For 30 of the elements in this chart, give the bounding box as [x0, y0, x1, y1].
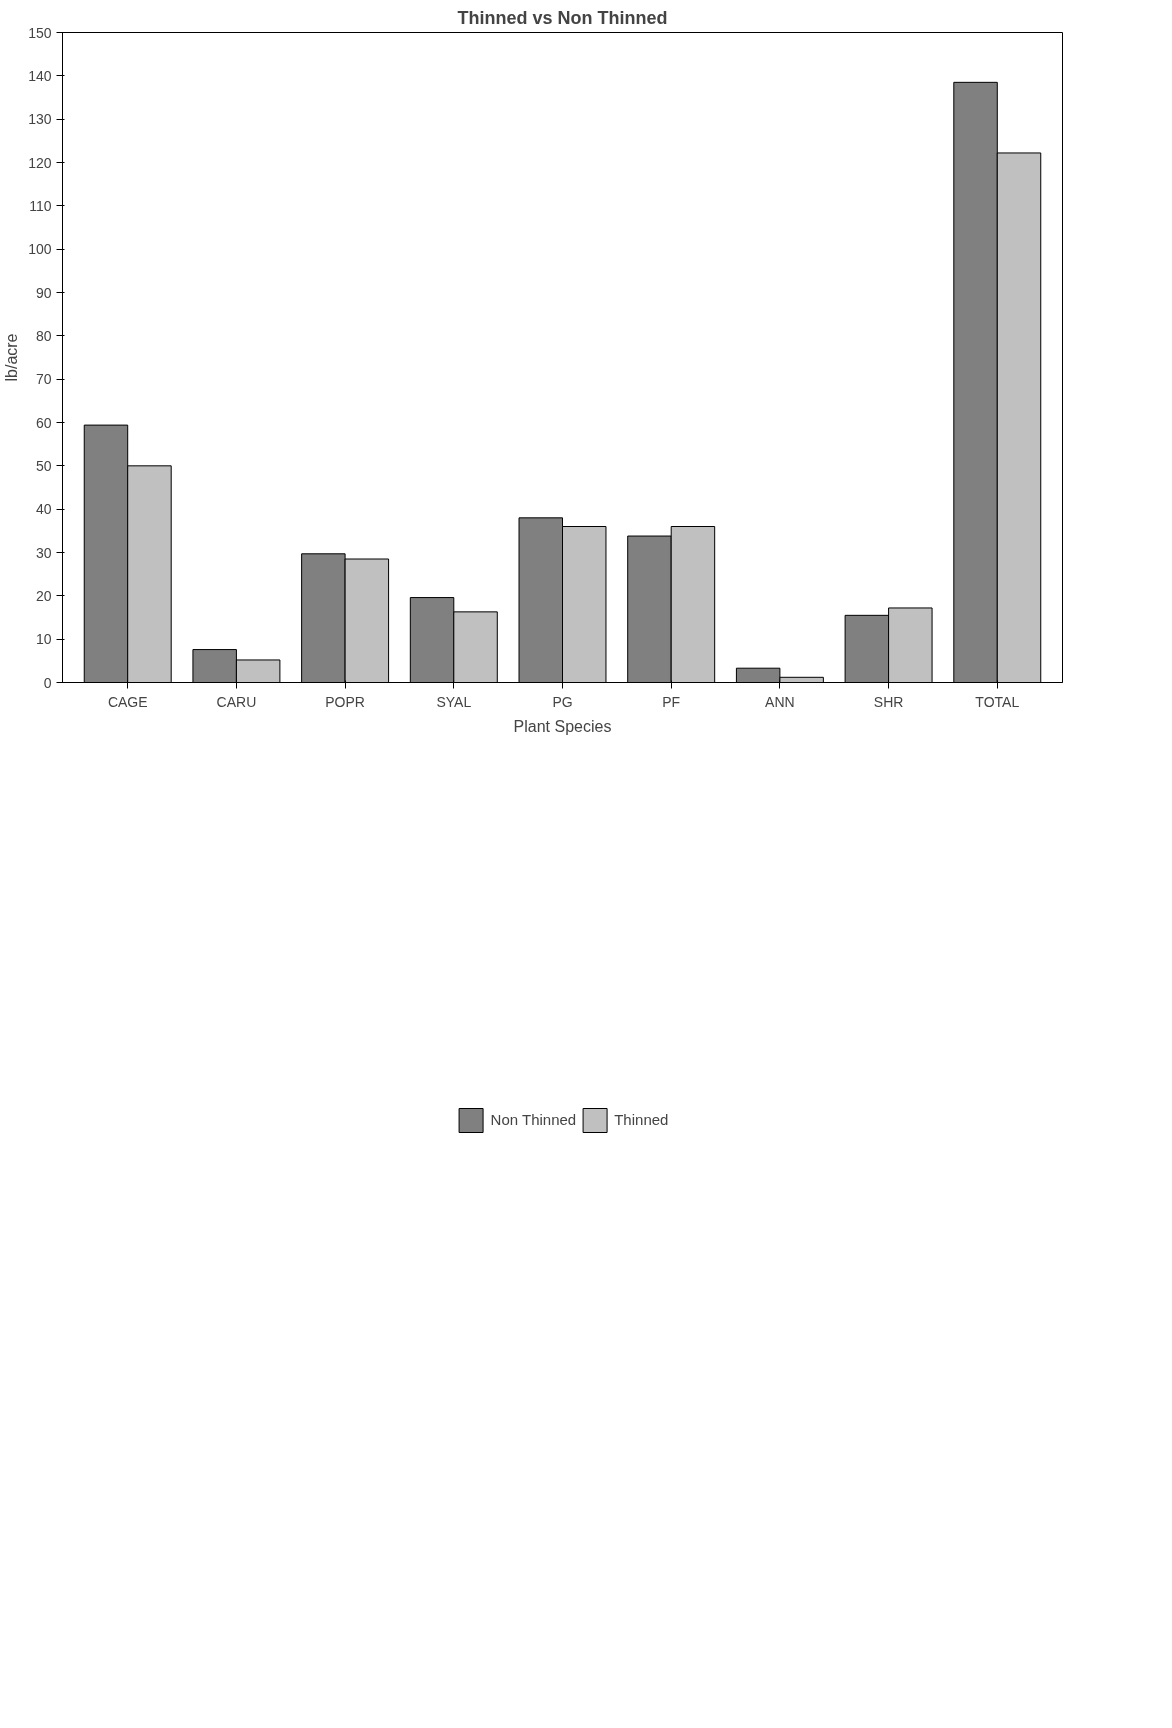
x-tick-label: SYAL: [436, 693, 472, 710]
y-tick-label: 90: [35, 284, 52, 301]
y-tick-label: 40: [35, 501, 52, 518]
y-tick-label: 120: [28, 154, 52, 171]
y-tick-label: 60: [35, 414, 52, 431]
x-tick-label: ANN: [765, 693, 795, 710]
x-tick-label: POPR: [325, 693, 365, 710]
x-tick-label: CARU: [216, 693, 257, 710]
legend-label: Thinned: [614, 1111, 669, 1128]
x-axis-title: Plant Species: [513, 717, 612, 735]
y-tick-label: 80: [35, 327, 52, 344]
y-tick-label: 20: [35, 587, 52, 604]
legend-label: Non Thinned: [490, 1111, 577, 1128]
chart-title: Thinned vs Non Thinned: [457, 7, 668, 28]
y-tick-label: 70: [35, 371, 52, 388]
y-tick-label: 30: [35, 544, 52, 561]
y-axis-title: lb/acre: [3, 333, 21, 382]
x-tick-label: PG: [552, 693, 573, 710]
y-tick-label: 0: [43, 674, 52, 691]
x-tick-label: TOTAL: [975, 693, 1020, 710]
y-tick-label: 110: [29, 197, 52, 214]
x-tick-label: SHR: [873, 693, 904, 710]
y-tick-label: 10: [35, 631, 52, 648]
y-tick-label: 100: [28, 241, 52, 258]
y-tick-label: 130: [28, 111, 52, 128]
x-tick-label: PF: [662, 693, 681, 710]
y-tick-label: 50: [35, 457, 52, 474]
y-tick-label: 140: [28, 67, 52, 84]
y-tick-label: 150: [28, 24, 52, 41]
x-tick-label: CAGE: [107, 693, 148, 710]
